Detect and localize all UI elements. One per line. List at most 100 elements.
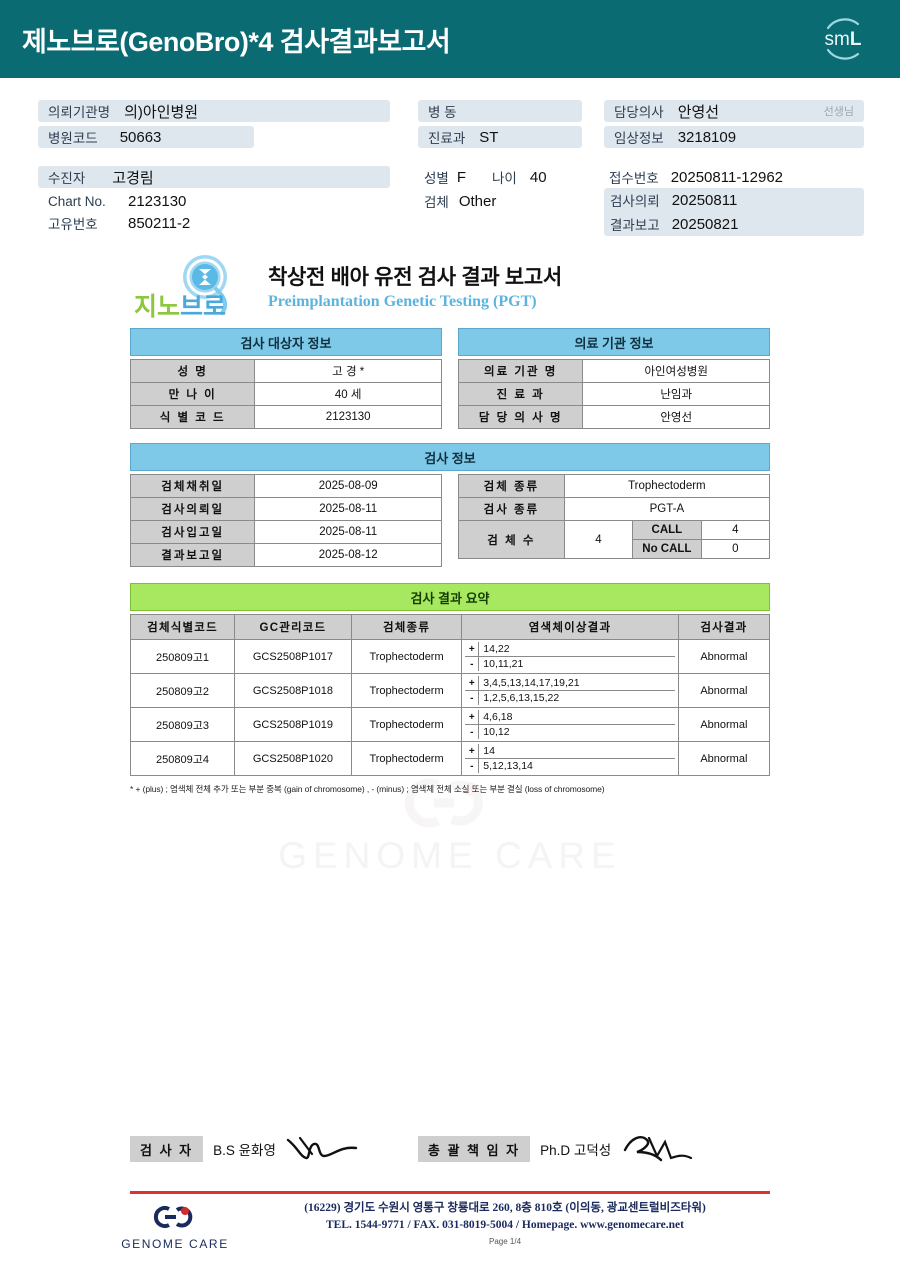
specimen-type-value: Trophectoderm: [563, 474, 771, 498]
cell-sample-id: 250809고4: [129, 741, 236, 776]
field-chart-no: Chart No. 2123130: [48, 190, 348, 212]
hospital-code-value: 50663: [119, 128, 162, 146]
collect-date-value: 2025-08-09: [254, 474, 442, 498]
inst-doctor-value: 안영선: [582, 405, 770, 429]
subject-info-header: 검사 대상자 정보: [130, 328, 442, 356]
test-specimen-block: 검체 종류 Trophectoderm 검사 종류 PGT-A 검 체 수 4 …: [458, 474, 771, 567]
cell-sample-id: 250809고2: [129, 673, 236, 708]
request-value: 20250811: [671, 191, 738, 209]
call-value: 4: [700, 520, 771, 540]
table-row: 검체채취일 2025-08-09: [129, 474, 442, 498]
chart-no-value: 2123130: [128, 192, 187, 210]
genobro-logo-icon: 지 노 브 로: [130, 253, 254, 323]
field-department: 진료과 ST: [418, 126, 582, 148]
results-footnote: * + (plus) ; 염색체 전체 추가 또는 부분 중복 (gain of…: [130, 784, 605, 794]
field-request-report-dates: 검사의뢰 20250811 결과보고 20250821: [604, 188, 864, 236]
examiner-label: 검 사 자: [130, 1136, 204, 1162]
footer-divider: [130, 1191, 770, 1194]
field-doctor: 담당의사 안영선 선생님: [604, 100, 864, 122]
loss-values: 5,12,13,14: [483, 760, 533, 772]
institution-value: 의)아인병원: [124, 103, 199, 121]
nocall-label: No CALL: [632, 539, 702, 559]
page-footer: GENOME CARE (16229) 경기도 수원시 영통구 창룡대로 260…: [120, 1200, 780, 1251]
gain-values: 4,6,18: [483, 711, 513, 723]
department-value: ST: [479, 128, 499, 146]
report-title-english: Preimplantation Genetic Testing (PGT): [268, 292, 537, 310]
director-label: 총 괄 책 임 자: [417, 1136, 531, 1162]
patient-value: 고경림: [112, 169, 154, 187]
genome-care-logo-word: GENOME CARE: [121, 1237, 229, 1251]
inst-dept-label: 진 료 과: [457, 382, 584, 406]
doctor-suffix: 선생님: [823, 106, 854, 118]
footer-address: (16229) 경기도 수원시 영통구 창룡대로 260, 8층 810호 (이…: [304, 1202, 706, 1214]
header-banner: 제노브로(GenoBro)*4 검사결과보고서 smL: [0, 0, 900, 78]
chromosome-loss-line: - 10,11,21: [465, 657, 674, 671]
inst-dept-value: 난임과: [582, 382, 770, 406]
svg-text:브: 브: [180, 293, 203, 321]
age-value: 40: [529, 168, 547, 186]
field-receipt-no: 접수번호 20250811-12962: [609, 166, 859, 188]
cell-specimen-type: Trophectoderm: [350, 639, 463, 674]
chromosome-gain-line: + 4,6,18: [465, 710, 675, 725]
loss-values: 10,12: [483, 726, 510, 738]
col-specimen-type: 검체종류: [350, 614, 463, 640]
field-patient-name: 수진자 고경림: [38, 166, 390, 188]
chromosome-loss-line: - 10,12: [465, 725, 674, 739]
table-row: 만 나 이 40 세: [129, 382, 442, 406]
cell-chromosome: + 14 - 5,12,13,14: [461, 741, 679, 776]
subject-info-table: 성 명 고 경 * 만 나 이 40 세 식 별 코 드 2123130: [129, 359, 442, 429]
watermark-text: GENOME CARE: [278, 835, 622, 876]
cell-result: Abnormal: [677, 639, 771, 674]
table-row: 검 체 수 4 CALL 4: [458, 520, 771, 559]
field-unique-no: 고유번호 850211-2: [48, 212, 348, 234]
specimen-label: 검체: [424, 195, 449, 210]
table-row: 의료 기관 명 아인여성병원: [457, 359, 770, 383]
arrival-date-label: 검사입고일: [129, 520, 256, 544]
cell-specimen-type: Trophectoderm: [350, 741, 463, 776]
examiner-name: B.S 윤화영: [213, 1143, 276, 1158]
test-info-body: 검체채취일 2025-08-09 검사의뢰일 2025-08-11 검사입고일 …: [129, 474, 771, 567]
gain-values: 14,22: [483, 643, 510, 655]
table-row: 250809고3 GCS2508P1019 Trophectoderm + 4,…: [129, 707, 771, 742]
cell-result: Abnormal: [677, 707, 771, 742]
ward-label: 병 동: [428, 105, 457, 120]
results-summary-table: 검체식별코드 GC관리코드 검체종류 염색체이상결과 검사결과 250809고1…: [129, 614, 771, 776]
loss-values: 10,11,21: [483, 658, 524, 670]
gain-values: 14: [483, 745, 495, 757]
institution-label: 의뢰기관명: [48, 105, 111, 120]
cell-result: Abnormal: [677, 741, 771, 776]
subject-info-block: 검사 대상자 정보 성 명 고 경 * 만 나 이 40 세 식 별 코 드 2…: [129, 328, 442, 429]
table-row: 250809고2 GCS2508P1018 Trophectoderm + 3,…: [129, 673, 771, 708]
chromosome-loss-line: - 5,12,13,14: [465, 759, 674, 773]
info-tables-row: 검사 대상자 정보 성 명 고 경 * 만 나 이 40 세 식 별 코 드 2…: [129, 328, 770, 429]
institution-info-table: 의료 기관 명 아인여성병원 진 료 과 난임과 담 당 의 사 명 안영선: [457, 359, 770, 429]
receipt-value: 20250811-12962: [670, 168, 784, 186]
age-label: 나이: [492, 171, 517, 186]
report-title-text: 착상전 배아 유전 검사 결과 보고서 Preimplantation Gene…: [268, 265, 562, 310]
subject-id-value: 2123130: [254, 405, 442, 429]
cell-specimen-type: Trophectoderm: [350, 707, 463, 742]
report-body: 지 노 브 로 착상전 배아 유전 검사 결과 보고서 Preimplantat…: [129, 252, 771, 795]
department-label: 진료과: [428, 131, 466, 146]
arrival-date-value: 2025-08-11: [254, 520, 442, 544]
table-row: 검사 종류 PGT-A: [458, 497, 771, 521]
unique-no-value: 850211-2: [128, 214, 191, 232]
report-label: 결과보고: [610, 218, 660, 233]
table-row: 식 별 코 드 2123130: [129, 405, 442, 429]
cell-chromosome: + 4,6,18 - 10,12: [461, 707, 679, 742]
report-date-value: 2025-08-12: [254, 543, 442, 567]
test-dates-table: 검체채취일 2025-08-09 검사의뢰일 2025-08-11 검사입고일 …: [129, 474, 442, 567]
table-row: No CALL 0: [459, 539, 771, 559]
genome-care-logo-icon: [153, 1206, 193, 1228]
cell-gc-code: GCS2508P1017: [234, 639, 352, 674]
examiner-signature-icon: [286, 1136, 358, 1160]
patient-label: 수진자: [48, 171, 86, 186]
col-chromosome: 염색체이상결과: [461, 614, 679, 640]
test-type-label: 검사 종류: [458, 497, 565, 521]
specimen-count-label: 검 체 수: [458, 520, 565, 559]
director-signature-group: 총 괄 책 임 자 Ph.D 고덕성: [417, 1132, 695, 1166]
field-institution: 의뢰기관명 의)아인병원: [38, 100, 390, 122]
table-row: 검체 종류 Trophectoderm: [458, 474, 771, 498]
test-type-value: PGT-A: [563, 497, 771, 521]
field-hospital-code: 병원코드 50663: [38, 126, 254, 148]
